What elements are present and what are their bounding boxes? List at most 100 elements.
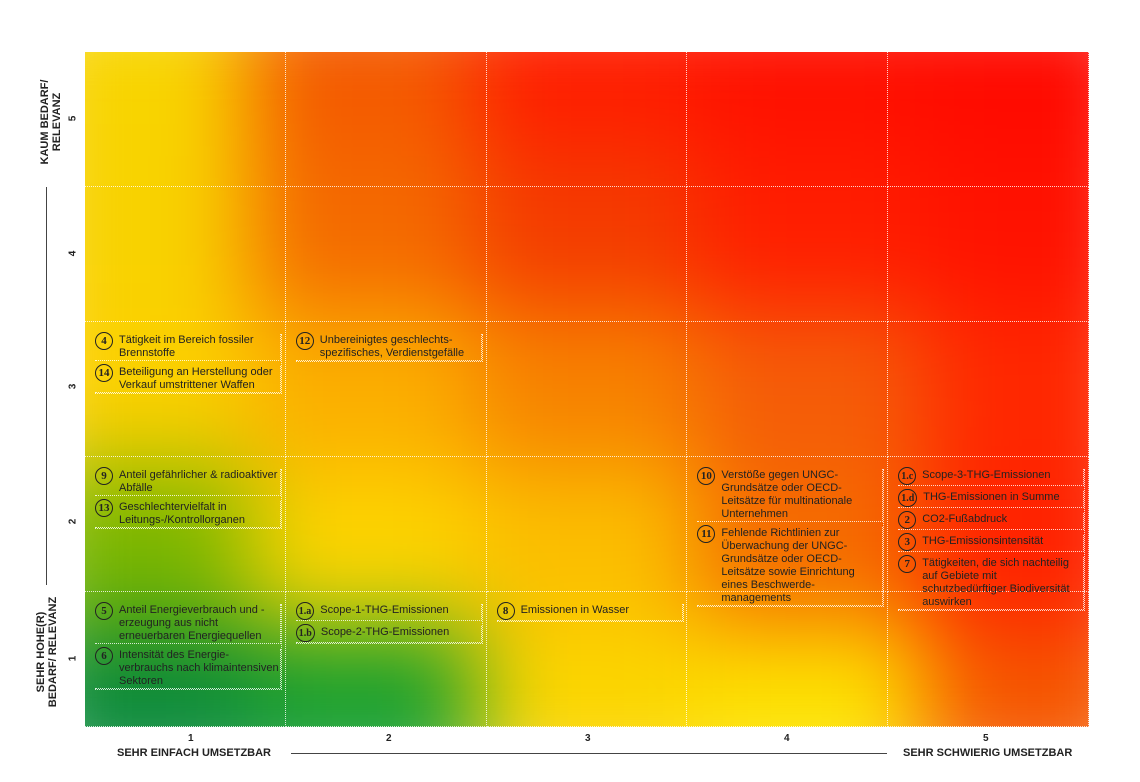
item-label: Verstöße gegen UNGC-Grundsätze oder OECD… xyxy=(721,469,853,520)
item-number-badge: 12 xyxy=(295,332,314,350)
item-label: Unbereinigtes geschlechts-spezifisches, … xyxy=(319,334,465,359)
matrix-cell xyxy=(687,187,889,322)
item-number-badge: 6 xyxy=(95,647,113,665)
matrix-cell xyxy=(285,52,487,187)
heat-cell xyxy=(249,52,475,151)
x-tick-3: 3 xyxy=(585,733,591,744)
heat-cell xyxy=(699,52,925,151)
item-number-badge: 3 xyxy=(898,533,917,551)
matrix-cell xyxy=(888,52,1089,187)
item-number-badge: 10 xyxy=(697,467,716,485)
item-label: Beteiligung an Herstellung oder Verkauf … xyxy=(119,366,273,391)
x-axis-line xyxy=(291,753,887,754)
y-tick-5: 5 xyxy=(67,115,79,122)
matrix-item: 8 Emissionen in Wasser xyxy=(496,602,683,621)
matrix-cell: 4 Tätigkeit im Bereich fossiler Brennstof… xyxy=(85,322,286,457)
matrix-cell xyxy=(687,322,889,457)
item-label: Anteil Energieverbrauch und -erzeugung a… xyxy=(119,604,265,642)
item-number-badge: 14 xyxy=(95,364,113,382)
item-label: THG-Emissionen in Summe xyxy=(923,491,1060,503)
matrix-item: 3 THG-Emissionsintensität xyxy=(898,533,1085,552)
y-tick-3: 3 xyxy=(67,383,79,390)
item-number-badge: 1.a xyxy=(295,602,315,620)
matrix-cell xyxy=(486,322,688,457)
x-tick-4: 4 xyxy=(784,733,790,744)
y-tick-1: 1 xyxy=(67,655,79,662)
heat-cell xyxy=(699,310,925,469)
y-axis-high-label: KAUM BEDARF/ RELEVANZ xyxy=(39,79,63,165)
item-number-badge: 7 xyxy=(898,555,917,573)
heat-cell xyxy=(249,469,475,628)
matrix-cell xyxy=(888,187,1089,322)
matrix-item: 12 Unbereinigtes geschlechts-spezifisches… xyxy=(295,332,482,361)
y-axis-line xyxy=(46,187,47,585)
item-number-badge: 1.d xyxy=(898,489,918,507)
item-number-badge: 1.c xyxy=(898,467,917,485)
item-number-badge: 5 xyxy=(95,602,113,620)
matrix-cell xyxy=(285,187,487,322)
heat-cell xyxy=(924,151,1089,310)
matrix-item: 1.c Scope-3-THG-Emissionen xyxy=(898,467,1085,486)
heat-cell xyxy=(699,628,925,727)
heat-cell xyxy=(474,310,700,469)
matrix-cell xyxy=(486,52,688,187)
matrix-cell: 5 Anteil Energieverbrauch und -erzeugung … xyxy=(85,592,286,727)
item-label: Emissionen in Wasser xyxy=(520,604,629,616)
grid-lines: 4 Tätigkeit im Bereich fossiler Brennstof… xyxy=(85,52,1089,727)
matrix-item: 7 Tätigkeiten, die sich nachteilig auf Ge… xyxy=(898,555,1085,610)
x-axis-low-label: SEHR EINFACH UMSETZBAR xyxy=(117,747,272,759)
y-tick-2: 2 xyxy=(67,518,79,525)
matrix-cell xyxy=(85,187,286,322)
heat-cell xyxy=(924,469,1089,628)
matrix-item: 10 Verstöße gegen UNGC-Grundsätze oder OE… xyxy=(697,467,884,522)
matrix-plot: 4 Tätigkeit im Bereich fossiler Brennstof… xyxy=(85,52,1089,727)
item-label: Scope-1-THG-Emissionen xyxy=(320,604,449,616)
x-tick-5: 5 xyxy=(983,733,989,744)
x-tick-1: 1 xyxy=(188,733,194,744)
heat-cell xyxy=(474,628,700,727)
heat-cell xyxy=(85,310,250,469)
matrix-cell xyxy=(85,52,286,187)
heat-cell xyxy=(85,628,250,727)
x-tick-2: 2 xyxy=(386,733,392,744)
matrix-cell: 1.c Scope-3-THG-Emissionen 1.d THG-Emission… xyxy=(888,457,1089,611)
y-tick-4: 4 xyxy=(67,250,79,257)
item-label: Tätigkeiten, die sich nachteilig auf Geb… xyxy=(922,557,1070,608)
heat-background xyxy=(85,52,1089,727)
item-number-badge: 13 xyxy=(95,499,113,517)
matrix-cell: 1.a Scope-1-THG-Emissionen 1.b Scope-2-THG-… xyxy=(285,592,487,727)
matrix-item: 1.d THG-Emissionen in Summe xyxy=(898,489,1085,508)
matrix-item: 1.b Scope-2-THG-Emissionen xyxy=(295,624,482,643)
item-label: Fehlende Richtlinien zur Überwachung der… xyxy=(721,527,855,604)
matrix-cell xyxy=(486,187,688,322)
matrix-cell xyxy=(687,52,889,187)
matrix-item: 9 Anteil gefährlicher & radioaktiver Abfä… xyxy=(95,467,281,496)
matrix-cell xyxy=(486,457,688,592)
matrix-cell xyxy=(285,457,487,592)
heat-cell xyxy=(85,151,250,310)
heat-cell xyxy=(474,469,700,628)
matrix-cell xyxy=(687,592,889,727)
matrix-cell: 8 Emissionen in Wasser xyxy=(486,592,688,727)
item-number-badge: 1.b xyxy=(295,624,315,642)
item-number-badge: 11 xyxy=(697,525,716,543)
item-label: Geschlechtervielfalt in Leitungs-/Kontro… xyxy=(119,501,245,526)
matrix-cell: 12 Unbereinigtes geschlechts-spezifisches… xyxy=(285,322,487,457)
matrix-cell: 10 Verstöße gegen UNGC-Grundsätze oder OE… xyxy=(687,457,889,607)
matrix-item: 4 Tätigkeit im Bereich fossiler Brennstof… xyxy=(95,332,281,361)
matrix-item: 13 Geschlechtervielfalt in Leitungs-/Kont… xyxy=(95,499,281,528)
item-label: Tätigkeit im Bereich fossiler Brennstoff… xyxy=(119,334,254,359)
matrix-item: 2 CO2-Fußabdruck xyxy=(898,511,1085,530)
heat-cell xyxy=(924,310,1089,469)
matrix-cell: 9 Anteil gefährlicher & radioaktiver Abfä… xyxy=(85,457,286,592)
matrix-item: 14 Beteiligung an Herstellung oder Verkau… xyxy=(95,364,281,393)
matrix-cell xyxy=(888,322,1089,457)
item-label: Scope-2-THG-Emissionen xyxy=(320,626,450,638)
matrix-item: 11 Fehlende Richtlinien zur Überwachung d… xyxy=(697,525,884,606)
heat-cell xyxy=(85,52,250,151)
item-label: Scope-3-THG-Emissionen xyxy=(922,469,1051,481)
matrix-item: 5 Anteil Energieverbrauch und -erzeugung … xyxy=(95,602,281,644)
item-number-badge: 9 xyxy=(95,467,113,485)
item-label: THG-Emissionsintensität xyxy=(922,535,1044,547)
item-label: Anteil gefährlicher & radioaktiver Abfäl… xyxy=(119,469,278,494)
